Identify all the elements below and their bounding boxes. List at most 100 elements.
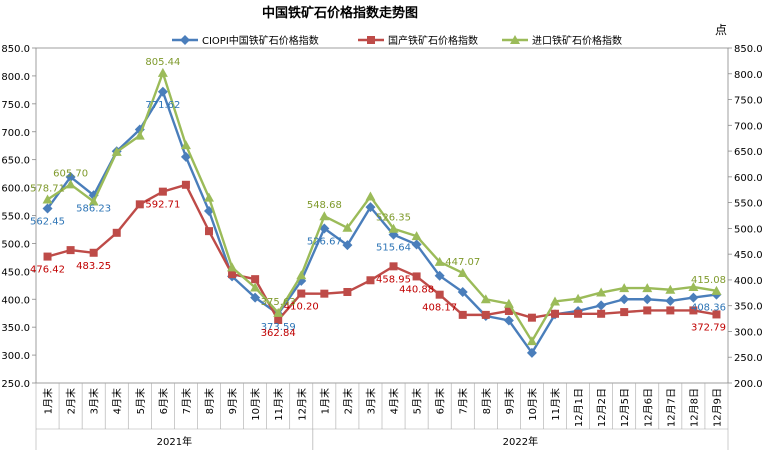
data-point-marker (297, 289, 306, 298)
data-point-marker (435, 290, 444, 299)
data-point-marker (620, 308, 629, 317)
data-point-marker (365, 202, 376, 213)
y-tick-label: 600.0 (1, 184, 30, 195)
data-point-marker (458, 310, 467, 319)
group-label: 2022年 (503, 435, 538, 448)
data-point-marker (42, 194, 53, 204)
data-point-marker (527, 313, 536, 322)
data-point-marker (481, 310, 490, 319)
data-point-marker (642, 294, 653, 305)
data-point-marker (619, 283, 630, 293)
y-right-tick-label: 200.0 (734, 379, 763, 390)
data-label: 515.64 (376, 243, 411, 254)
data-label: 476.42 (30, 265, 65, 276)
x-tick-label: 8月末 (480, 388, 493, 414)
data-point-marker (89, 248, 98, 257)
data-point-marker (319, 223, 330, 234)
data-label: 805.44 (145, 57, 180, 68)
data-point-marker (65, 179, 76, 189)
data-point-marker (388, 223, 399, 233)
y-tick-label: 300.0 (1, 351, 30, 362)
data-point-marker (411, 239, 422, 250)
data-point-marker (457, 286, 468, 297)
y-right-tick-label: 850.0 (734, 44, 763, 55)
data-label: 526.67 (307, 237, 342, 248)
x-tick-label: 1月末 (42, 388, 55, 414)
data-point-marker (480, 294, 491, 304)
data-point-marker (389, 262, 398, 271)
data-label: 375.63 (261, 297, 296, 308)
data-point-marker (365, 191, 376, 201)
data-label: 415.08 (691, 275, 726, 286)
y-tick-label: 700.0 (1, 128, 30, 139)
data-point-marker (181, 180, 190, 189)
data-point-marker (434, 270, 445, 281)
data-point-marker (180, 140, 191, 150)
x-tick-label: 12月8日 (688, 388, 700, 427)
group-label: 2021年 (157, 435, 192, 448)
data-point-marker (180, 35, 190, 45)
legend: CIOPI中国铁矿石价格指数 国产铁矿石价格指数 进口铁矿石价格指数 (172, 34, 622, 47)
data-point-marker (111, 146, 122, 156)
data-point-marker (205, 227, 213, 236)
data-point-marker (510, 35, 520, 44)
x-tick-label: 9月末 (503, 388, 516, 414)
data-point-marker (597, 309, 606, 318)
x-tick-label: 5月末 (411, 388, 424, 414)
x-tick-label: 10月末 (249, 388, 262, 421)
y-tick-label: 250.0 (1, 379, 30, 390)
x-tick-label: 3月末 (88, 388, 101, 414)
y-right-tick-label: 250.0 (734, 353, 763, 364)
y-right-tick-label: 650.0 (734, 147, 763, 158)
data-point-marker (320, 289, 329, 298)
data-point-marker (711, 285, 722, 295)
data-point-marker (273, 307, 284, 317)
data-point-marker (688, 281, 699, 291)
data-point-marker (619, 294, 630, 305)
data-label: 447.07 (445, 257, 480, 268)
x-tick-label: 4月末 (388, 388, 401, 414)
data-label: 526.35 (376, 213, 411, 224)
y-tick-label: 850.0 (1, 44, 30, 55)
data-point-marker (65, 171, 76, 182)
legend-label: CIOPI中国铁矿石价格指数 (202, 34, 319, 47)
data-point-marker (250, 292, 261, 303)
chart-title: 中国铁矿石价格指数走势图 (262, 5, 418, 21)
data-point-marker (274, 315, 283, 324)
data-point-marker (688, 292, 699, 303)
data-label: 562.45 (30, 217, 65, 228)
x-tick-label: 12月7日 (665, 388, 677, 427)
data-point-marker (228, 270, 237, 279)
data-point-marker (551, 309, 559, 318)
y-right-tick-label: 500.0 (734, 224, 763, 235)
data-label: 578.71 (30, 183, 65, 194)
data-point-marker (434, 256, 445, 266)
y-tick-label: 350.0 (1, 323, 30, 334)
data-point-marker (319, 211, 330, 221)
y-right-tick-label: 350.0 (734, 302, 763, 313)
y-right-tick-label: 450.0 (734, 250, 763, 261)
data-point-marker (596, 300, 607, 311)
data-point-marker (157, 67, 168, 77)
x-tick-label: 9月末 (226, 388, 239, 414)
y-right-tick-label: 300.0 (734, 327, 763, 338)
data-point-marker (642, 283, 653, 293)
x-tick-label: 6月末 (157, 388, 170, 414)
data-label: 373.59 (261, 322, 296, 333)
data-label: 592.71 (145, 200, 180, 211)
data-label: 458.95 (376, 274, 411, 285)
data-point-marker (596, 287, 607, 297)
data-point-marker (112, 228, 121, 237)
y-right-tick-label: 800.0 (734, 70, 763, 81)
data-label: 408.17 (422, 303, 457, 314)
y-right-tick-label: 400.0 (734, 276, 763, 287)
data-point-marker (712, 310, 721, 319)
legend-label: 国产铁矿石价格指数 (388, 34, 478, 47)
data-point-marker (457, 267, 468, 277)
y-tick-label: 400.0 (1, 295, 30, 306)
right-axis-unit: 点 (715, 23, 727, 37)
data-point-marker (550, 296, 560, 306)
data-point-marker (665, 295, 676, 306)
y-tick-label: 500.0 (1, 239, 30, 250)
